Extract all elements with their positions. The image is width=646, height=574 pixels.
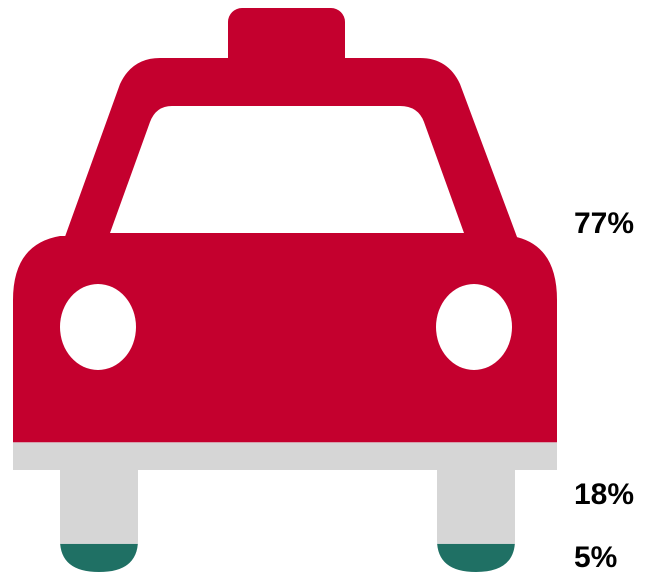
windshield bbox=[110, 106, 464, 233]
data-label-77: 77% bbox=[574, 207, 635, 240]
data-label-18: 18% bbox=[574, 478, 635, 511]
headlight-left bbox=[60, 284, 136, 370]
segment-18-percent bbox=[13, 442, 557, 544]
segment-5-percent bbox=[13, 543, 557, 572]
headlight-right bbox=[436, 284, 512, 370]
data-label-5: 5% bbox=[574, 541, 618, 574]
